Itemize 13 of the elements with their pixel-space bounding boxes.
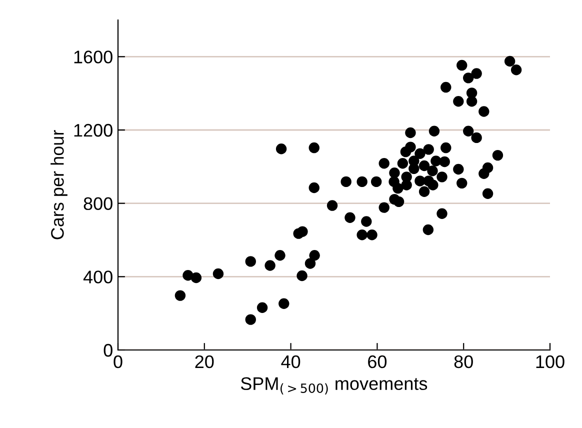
x-tick-label: 20 xyxy=(195,355,214,368)
x-tick-label: 80 xyxy=(454,355,473,368)
x-tick-label: 40 xyxy=(281,355,300,368)
x-tick-label: 60 xyxy=(368,355,387,368)
y-tick-label: 800 xyxy=(84,197,112,210)
y-tick-label: 1200 xyxy=(74,124,112,137)
x-tick-label: 100 xyxy=(536,355,564,368)
x-tick-label: 0 xyxy=(114,355,122,368)
x-axis-title: SPM$_{(>500)}$ movements xyxy=(240,377,428,394)
y-tick-label: 400 xyxy=(83,270,112,284)
y-tick-label: 0 xyxy=(104,344,112,357)
y-axis-title: Cars per hour xyxy=(50,130,68,240)
y-tick-label: 1600 xyxy=(74,50,112,64)
